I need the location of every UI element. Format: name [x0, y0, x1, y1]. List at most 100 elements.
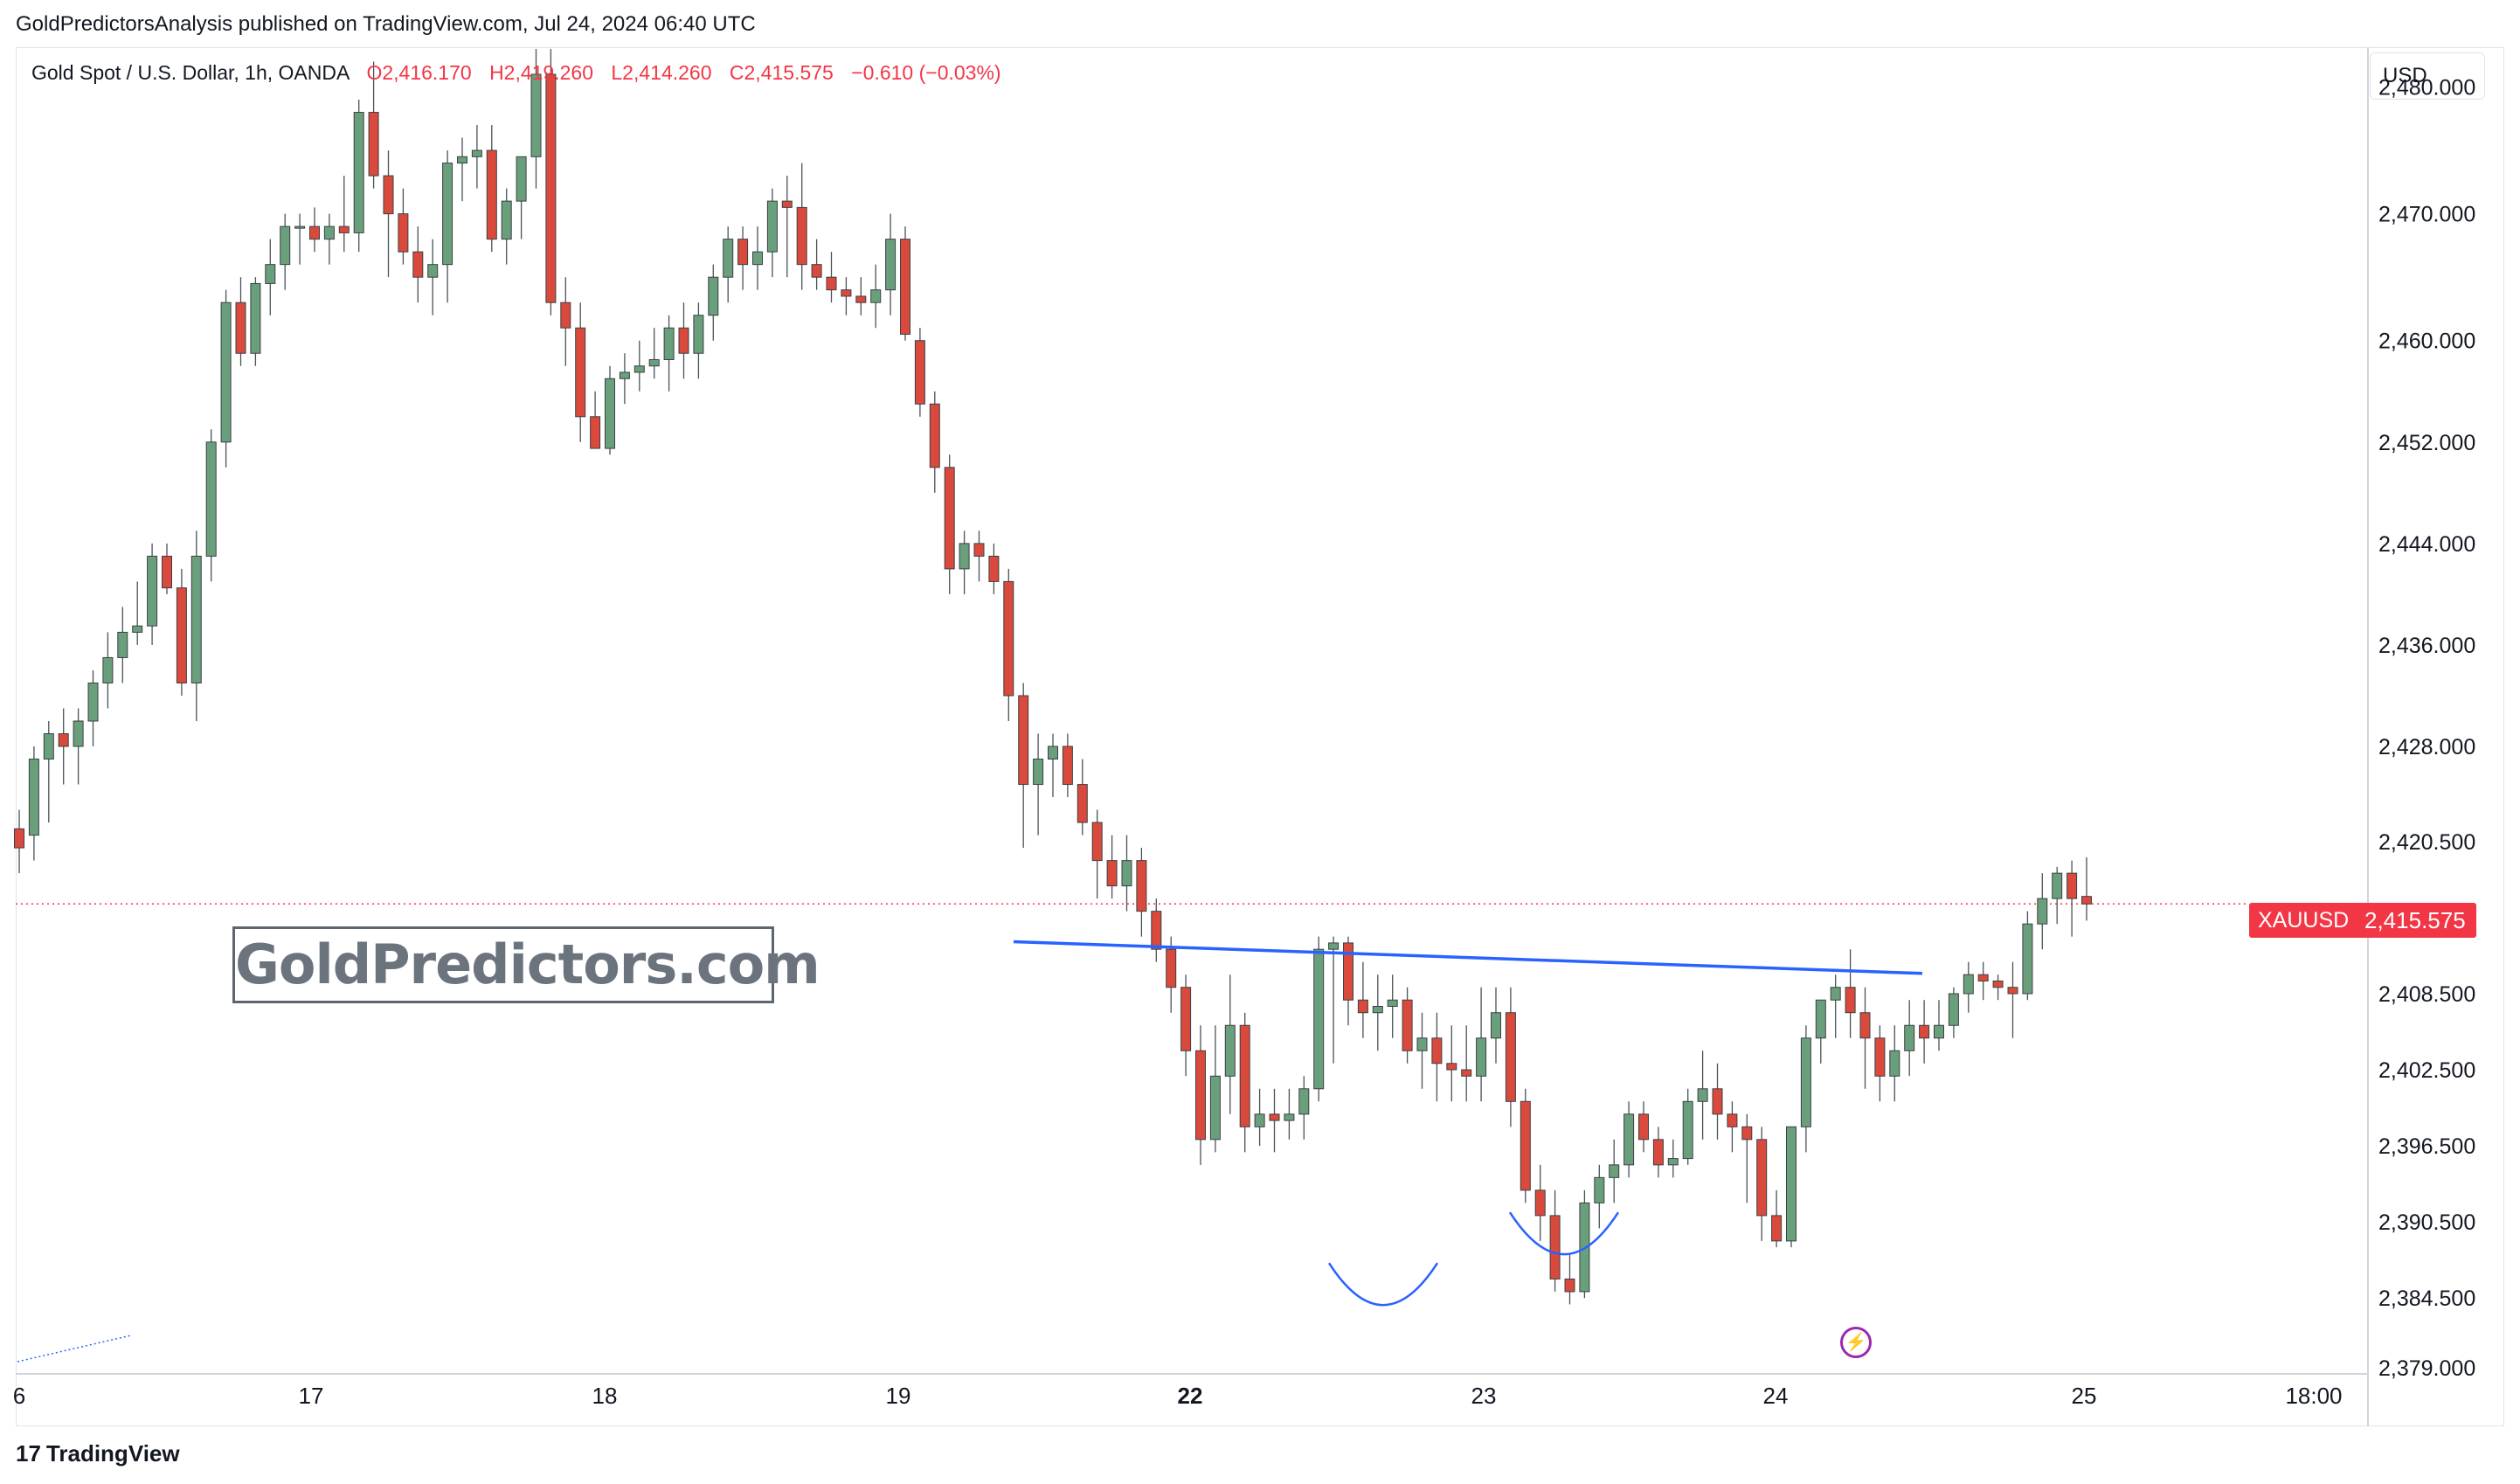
candle-body — [353, 112, 364, 233]
candle — [1313, 936, 1325, 1102]
candle-body — [1048, 745, 1058, 760]
candle-body — [1431, 1037, 1443, 1064]
candle-body — [1859, 1012, 1871, 1039]
publisher-line: GoldPredictorsAnalysis published on Trad… — [16, 12, 756, 36]
candle — [1298, 1076, 1310, 1140]
candle — [1859, 987, 1871, 1089]
candle-body — [1934, 1024, 1944, 1039]
candle-body — [2067, 872, 2078, 899]
candle — [633, 340, 645, 392]
candle-body — [309, 225, 320, 240]
candle-body — [781, 200, 793, 208]
candle — [870, 264, 882, 329]
candle — [766, 188, 778, 278]
candle — [1048, 733, 1058, 798]
candle — [1151, 898, 1162, 962]
candle-body — [1018, 695, 1029, 786]
candle-body — [1033, 759, 1044, 786]
candle-body — [1771, 1215, 1783, 1242]
candle-body — [176, 587, 187, 683]
candle — [1180, 974, 1192, 1077]
candle-body — [811, 264, 822, 278]
neckline — [1013, 940, 1923, 975]
candle-body — [43, 733, 54, 760]
currency-selector[interactable]: USD — [2370, 52, 2485, 100]
candle-body — [633, 365, 645, 373]
candle-body — [250, 282, 261, 354]
candle — [190, 530, 202, 722]
candle — [87, 669, 99, 747]
candle-body — [1815, 999, 1826, 1039]
candle — [1638, 1101, 1649, 1153]
candle-body — [796, 206, 807, 266]
candle-body — [1505, 1012, 1516, 1102]
candle-body — [1609, 1164, 1620, 1178]
candle — [1830, 974, 1841, 1038]
candle-body — [826, 276, 837, 291]
candle-body — [605, 378, 615, 449]
candle-body — [1904, 1024, 1915, 1051]
candle-body — [117, 631, 128, 658]
candle-body — [1298, 1088, 1310, 1115]
candle — [929, 391, 940, 493]
y-tick-label: 2,480.000 — [2378, 76, 2475, 101]
candle-body — [280, 225, 291, 266]
candle — [323, 213, 335, 265]
candle — [2022, 911, 2033, 1001]
candle-body — [294, 225, 306, 229]
candle — [1328, 936, 1340, 1064]
candle-body — [590, 416, 601, 449]
candle-body — [102, 656, 114, 683]
candle-body — [1549, 1215, 1561, 1279]
candle-body — [1003, 580, 1014, 697]
candle-body — [959, 543, 970, 570]
candle — [693, 302, 704, 379]
candle-body — [190, 555, 202, 683]
candle-body — [398, 213, 409, 253]
candle-body — [1328, 942, 1340, 950]
candle — [117, 607, 128, 683]
candle-body — [501, 200, 512, 240]
candle — [914, 328, 925, 417]
footer-brand-label: TradingView — [45, 1440, 180, 1467]
candle-body — [1136, 860, 1147, 912]
candle — [545, 49, 557, 316]
candle-body — [1357, 999, 1368, 1014]
candle-body — [885, 239, 897, 291]
y-tick-label: 2,379.000 — [2378, 1356, 2475, 1381]
candle — [1491, 987, 1501, 1064]
candle-body — [58, 733, 69, 747]
lightning-icon[interactable]: ⚡ — [1840, 1327, 1872, 1358]
candle — [1254, 1088, 1265, 1147]
candle — [353, 100, 364, 253]
candle — [1033, 733, 1044, 836]
candle — [1505, 987, 1516, 1127]
candle-body — [1652, 1139, 1664, 1166]
candle — [1667, 1139, 1679, 1178]
candle — [708, 264, 719, 341]
candle — [2037, 873, 2048, 950]
candle-body — [1461, 1069, 1472, 1077]
candle-body — [708, 276, 719, 316]
candle-body — [1830, 987, 1841, 1001]
candle — [132, 581, 143, 645]
candle-body — [1638, 1113, 1649, 1141]
candle-body — [1446, 1063, 1457, 1071]
pattern-arc — [1508, 1211, 1620, 1256]
candle — [1269, 1088, 1280, 1153]
candle-body — [132, 625, 143, 633]
candle-body — [1682, 1100, 1693, 1160]
candle-body — [1269, 1113, 1280, 1121]
candle-body — [619, 371, 630, 379]
candle — [1402, 987, 1413, 1064]
candle — [1948, 987, 1959, 1038]
candle-body — [1800, 1037, 1811, 1127]
candle-body — [1697, 1088, 1708, 1102]
candle — [1564, 1253, 1575, 1305]
candle — [1461, 1025, 1472, 1102]
candle — [973, 530, 985, 582]
candle — [811, 239, 822, 290]
candle — [516, 156, 527, 239]
candle — [590, 391, 601, 449]
